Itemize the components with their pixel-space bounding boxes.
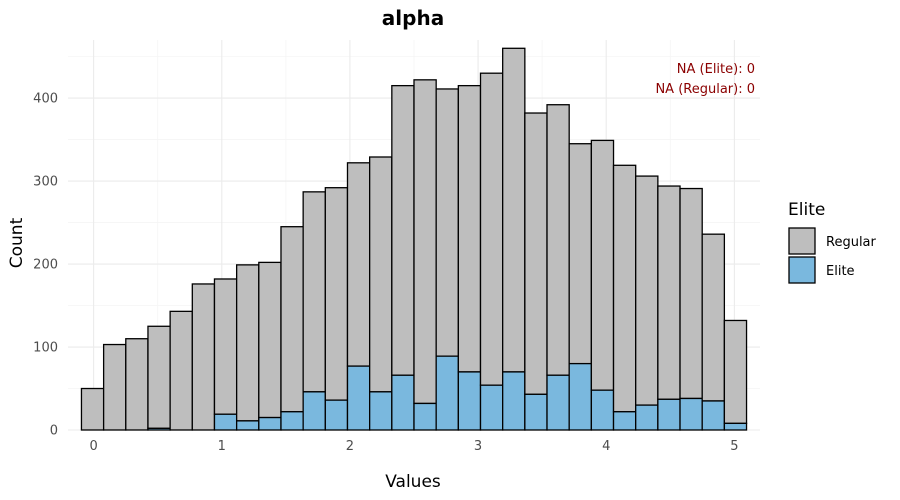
bar-elite — [391, 374, 415, 431]
bar-elite — [435, 355, 459, 431]
bar-elite — [657, 398, 681, 431]
bar-elite — [213, 413, 238, 431]
bar-regular — [324, 187, 349, 401]
bar-regular — [169, 310, 193, 431]
y-tick-label: 100 — [33, 341, 58, 356]
bar-regular — [435, 88, 459, 357]
bar-regular — [701, 233, 726, 402]
bar-regular — [369, 156, 393, 393]
bar-regular — [612, 164, 637, 413]
bar-elite — [346, 365, 371, 431]
legend: Elite Regular Elite — [788, 200, 877, 284]
x-tick-label: 5 — [730, 439, 738, 454]
x-tick-label: 0 — [89, 439, 97, 454]
x-tick-label: 3 — [474, 439, 482, 454]
y-axis-title: Count — [7, 217, 27, 268]
bar-elite — [502, 371, 526, 431]
bar-regular — [346, 162, 371, 367]
y-axis-ticks: 0 100 200 300 400 — [33, 92, 58, 439]
legend-label-elite: Elite — [826, 264, 855, 279]
bar-elite — [679, 397, 703, 431]
bar-regular — [635, 175, 659, 406]
bar-elite — [258, 416, 282, 431]
bar-regular — [502, 47, 526, 373]
bar-regular — [590, 139, 615, 391]
bar-regular — [147, 325, 171, 429]
bar-regular — [723, 319, 748, 425]
bars — [80, 47, 748, 431]
x-tick-label: 1 — [218, 439, 226, 454]
bar-elite — [235, 420, 260, 431]
bar-regular — [213, 278, 238, 415]
bar-elite — [723, 422, 748, 431]
y-tick-label: 300 — [33, 175, 58, 190]
bar-elite — [635, 404, 659, 431]
bar-regular — [524, 112, 548, 395]
bar-regular — [102, 343, 127, 431]
bar-elite — [413, 402, 437, 431]
bar-elite — [612, 411, 637, 431]
bar-regular — [258, 261, 282, 419]
x-axis-ticks: 0 1 2 3 4 5 — [89, 439, 738, 454]
bar-regular — [457, 84, 482, 373]
bar-regular — [280, 226, 304, 413]
bar-elite — [479, 384, 504, 431]
y-tick-label: 400 — [33, 92, 58, 107]
legend-label-regular: Regular — [826, 235, 877, 250]
chart-title: alpha — [382, 6, 444, 30]
bar-regular — [413, 79, 437, 405]
bar-elite — [457, 371, 482, 431]
legend-swatch-regular — [788, 227, 816, 255]
x-tick-label: 4 — [602, 439, 610, 454]
y-tick-label: 200 — [33, 258, 58, 273]
bar-regular — [235, 264, 260, 422]
bar-elite — [546, 374, 570, 431]
bar-elite — [524, 393, 548, 431]
bar-elite — [568, 362, 593, 431]
legend-title: Elite — [788, 200, 825, 220]
bar-regular — [80, 387, 105, 431]
bar-regular — [568, 143, 593, 365]
bar-regular — [479, 72, 504, 386]
bar-elite — [280, 411, 304, 431]
legend-swatch-elite — [788, 256, 816, 284]
bar-elite — [147, 427, 171, 431]
bar-regular — [679, 187, 703, 400]
bar-elite — [701, 400, 726, 431]
na-regular-annotation: NA (Regular): 0 — [655, 82, 755, 97]
bar-regular — [302, 191, 326, 393]
bar-regular — [657, 185, 681, 400]
bar-elite — [369, 391, 393, 431]
bar-regular — [391, 84, 415, 376]
bar-regular — [191, 283, 216, 431]
bar-regular — [125, 338, 149, 431]
bar-elite — [302, 391, 326, 431]
x-axis-title: Values — [385, 472, 441, 492]
bar-elite — [590, 389, 615, 431]
y-tick-label: 0 — [50, 424, 58, 439]
x-tick-label: 2 — [346, 439, 354, 454]
bar-elite — [324, 399, 349, 431]
bar-regular — [546, 104, 570, 376]
na-elite-annotation: NA (Elite): 0 — [677, 62, 755, 77]
